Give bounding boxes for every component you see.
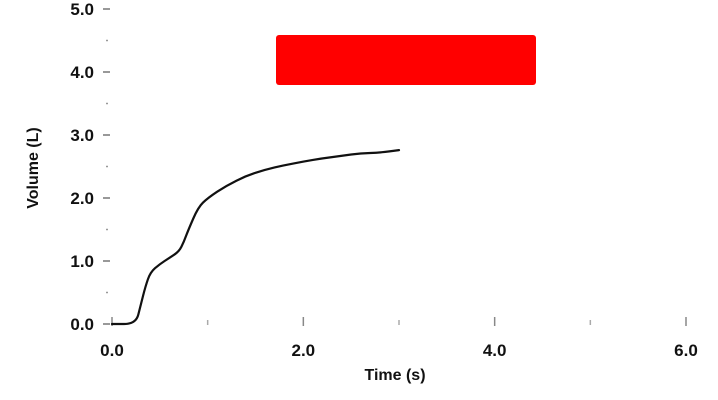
y-axis-title: Volume (L): [25, 127, 42, 208]
y-tick-label: 2.0: [70, 189, 94, 208]
x-tick-label: 2.0: [292, 341, 316, 360]
y-tick-label: 3.0: [70, 126, 94, 145]
y-tick-label: 5.0: [70, 0, 94, 19]
x-tick-label: 4.0: [483, 341, 507, 360]
redaction-box: [276, 35, 536, 85]
series-line-0: [110, 149, 401, 326]
y-tick-label: 4.0: [70, 63, 94, 82]
axis-ticks: [103, 8, 687, 326]
y-tick-label: 1.0: [70, 252, 94, 271]
x-axis-title: Time (s): [364, 367, 425, 384]
y-tick-label: 0.0: [70, 315, 94, 334]
tick-labels: 0.0 1.0 2.0 3.0 4.0 5.0 0.0 2.0 4.0 6.0: [70, 0, 697, 360]
x-tick-label: 6.0: [674, 341, 698, 360]
x-tick-label: 0.0: [100, 341, 124, 360]
series-layer: [110, 149, 401, 326]
